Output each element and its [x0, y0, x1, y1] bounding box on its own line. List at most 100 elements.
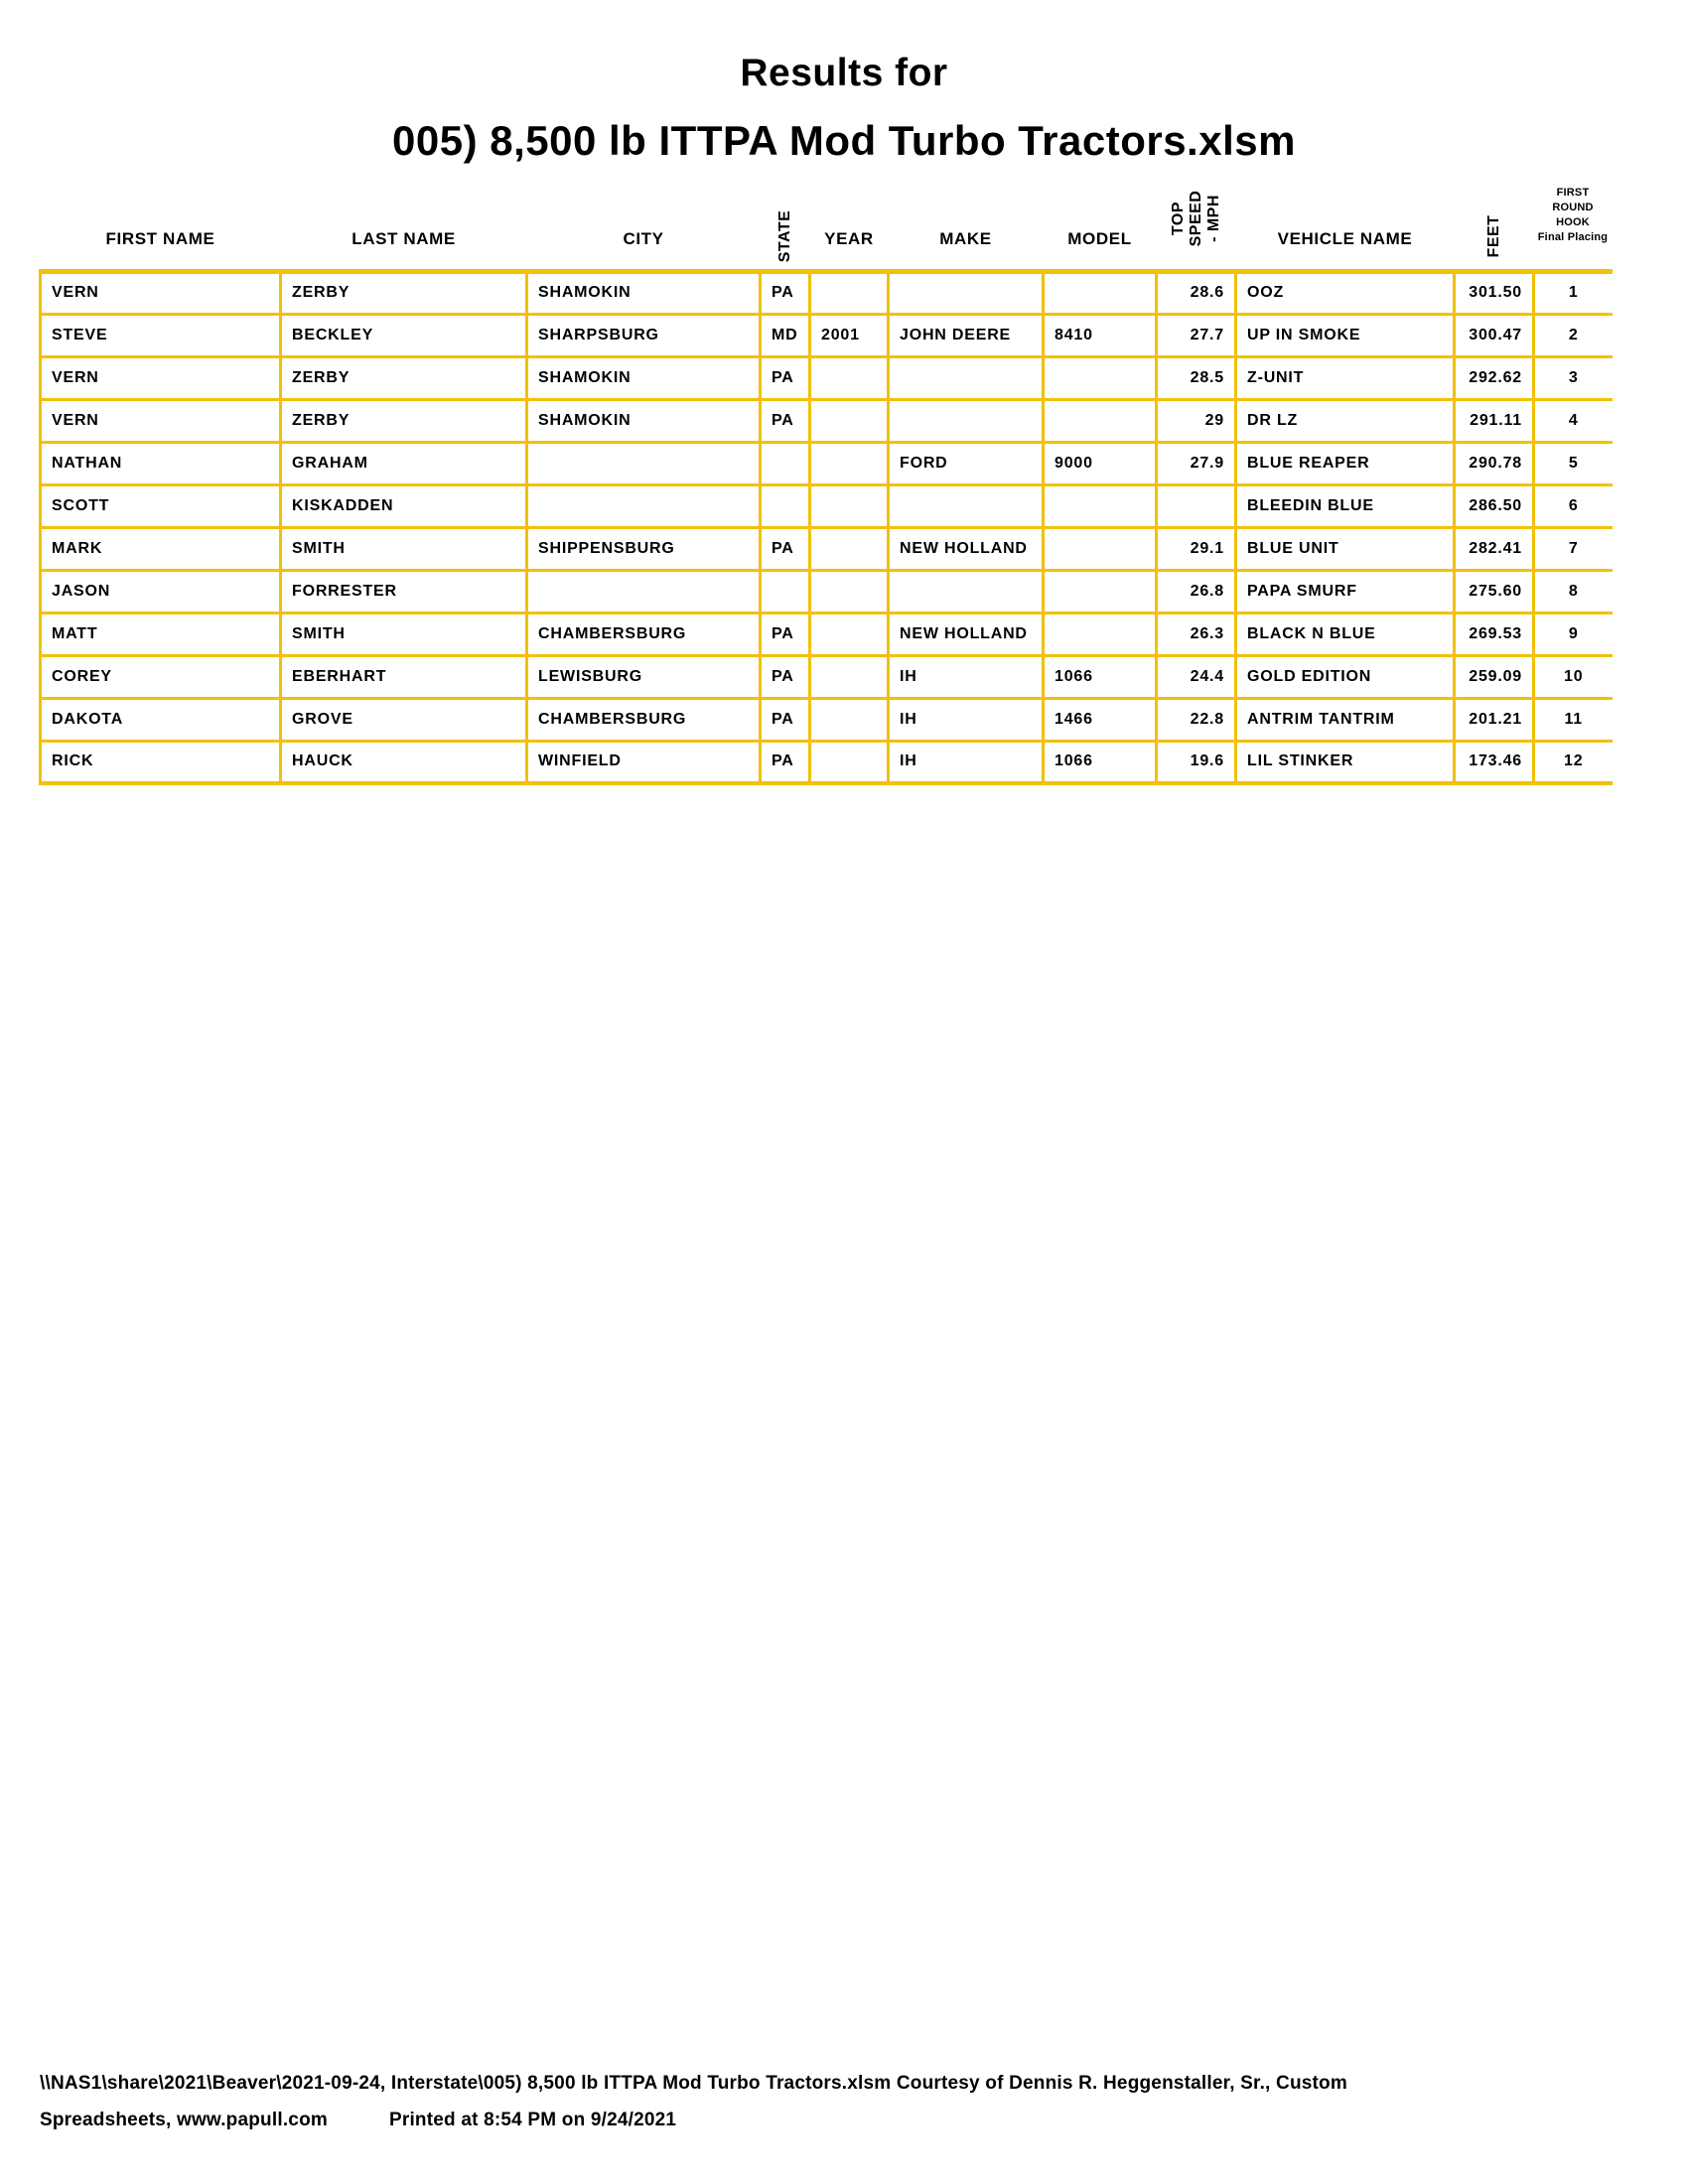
- cell-placing: 4: [1532, 397, 1613, 444]
- cell-year: [808, 611, 890, 657]
- cell-vehicle-name: Z-UNIT: [1234, 354, 1456, 401]
- cell-feet: 301.50: [1453, 269, 1535, 316]
- cell-year: [808, 397, 890, 444]
- cell-make: [887, 397, 1045, 444]
- cell-feet: 275.60: [1453, 568, 1535, 614]
- cell-year: [808, 269, 890, 316]
- cell-first-name: STEVE: [39, 312, 282, 358]
- cell-feet: 269.53: [1453, 611, 1535, 657]
- cell-vehicle-name: PAPA SMURF: [1234, 568, 1456, 614]
- cell-city: CHAMBERSBURG: [525, 611, 762, 657]
- cell-last-name: ZERBY: [279, 354, 528, 401]
- cell-top-speed: 19.6: [1155, 739, 1237, 785]
- cell-city: [525, 440, 762, 486]
- cell-last-name: KISKADDEN: [279, 482, 528, 529]
- cell-state: PA: [759, 397, 811, 444]
- table-row: VERN ZERBY SHAMOKIN PA 29 DR LZ 291.11 4: [39, 397, 1613, 444]
- col-header-model: MODEL: [1043, 134, 1157, 274]
- cell-first-name: VERN: [39, 397, 282, 444]
- cell-model: 9000: [1042, 440, 1158, 486]
- cell-model: [1042, 525, 1158, 572]
- cell-placing: 12: [1532, 739, 1613, 785]
- cell-model: 1466: [1042, 696, 1158, 743]
- cell-placing: 11: [1532, 696, 1613, 743]
- cell-first-name: SCOTT: [39, 482, 282, 529]
- col-header-label: FIRST ROUND HOOK Final Placing: [1537, 186, 1609, 243]
- col-header-last-name: LAST NAME: [280, 134, 527, 274]
- cell-first-name: NATHAN: [39, 440, 282, 486]
- table-row: VERN ZERBY SHAMOKIN PA 28.6 OOZ 301.50 1: [39, 269, 1613, 316]
- cell-first-name: VERN: [39, 354, 282, 401]
- col-header-label: MAKE: [939, 228, 992, 248]
- cell-state: PA: [759, 739, 811, 785]
- page-footer: \\NAS1\share\2021\Beaver\2021-09-24, Int…: [40, 2065, 1628, 2138]
- cell-feet: 173.46: [1453, 739, 1535, 785]
- cell-city: SHAMOKIN: [525, 397, 762, 444]
- cell-state: MD: [759, 312, 811, 358]
- cell-feet: 300.47: [1453, 312, 1535, 358]
- cell-feet: 290.78: [1453, 440, 1535, 486]
- col-header-top-speed: TOP SPEED - MPH: [1156, 134, 1236, 274]
- cell-make: [887, 482, 1045, 529]
- cell-city: SHAMOKIN: [525, 354, 762, 401]
- col-header-first-name: FIRST NAME: [40, 134, 281, 274]
- footer-printed-at: Printed at 8:54 PM on 9/24/2021: [388, 2110, 677, 2130]
- cell-state: [759, 482, 811, 529]
- cell-year: [808, 440, 890, 486]
- cell-placing: 3: [1532, 354, 1613, 401]
- cell-last-name: ZERBY: [279, 397, 528, 444]
- cell-feet: 286.50: [1453, 482, 1535, 529]
- cell-top-speed: 26.8: [1155, 568, 1237, 614]
- cell-first-name: MATT: [39, 611, 282, 657]
- cell-model: [1042, 269, 1158, 316]
- cell-vehicle-name: BLEEDIN BLUE: [1234, 482, 1456, 529]
- col-header-feet: FEET: [1454, 134, 1534, 274]
- cell-make: FORD: [887, 440, 1045, 486]
- cell-last-name: SMITH: [279, 611, 528, 657]
- cell-year: [808, 696, 890, 743]
- cell-year: 2001: [808, 312, 890, 358]
- cell-state: [759, 440, 811, 486]
- table-row: VERN ZERBY SHAMOKIN PA 28.5 Z-UNIT 292.62 3: [39, 354, 1613, 401]
- cell-vehicle-name: OOZ: [1234, 269, 1456, 316]
- cell-top-speed: [1155, 482, 1237, 529]
- footer-line2: Spreadsheets, www.papull.com Printed at 8…: [40, 2102, 1628, 2138]
- cell-placing: 7: [1532, 525, 1613, 572]
- col-header-vehicle-name: VEHICLE NAME: [1235, 134, 1455, 274]
- cell-vehicle-name: ANTRIM TANTRIM: [1234, 696, 1456, 743]
- cell-last-name: SMITH: [279, 525, 528, 572]
- table-row: RICK HAUCK WINFIELD PA IH 1066 19.6 LIL STINKER…: [39, 739, 1613, 785]
- col-header-label: YEAR: [824, 228, 874, 248]
- cell-placing: 6: [1532, 482, 1613, 529]
- cell-model: [1042, 611, 1158, 657]
- cell-state: [759, 568, 811, 614]
- cell-top-speed: 24.4: [1155, 653, 1237, 700]
- cell-first-name: VERN: [39, 269, 282, 316]
- col-header-first-round-hook: FIRST ROUND HOOK Final Placing: [1533, 134, 1613, 274]
- col-header-label-rotated: TOP SPEED - MPH: [1169, 190, 1222, 246]
- cell-top-speed: 27.7: [1155, 312, 1237, 358]
- table-row: COREY EBERHART LEWISBURG PA IH 1066 24.4 GOLD E…: [39, 653, 1613, 700]
- cell-city: CHAMBERSBURG: [525, 696, 762, 743]
- table-row: SCOTT KISKADDEN BLEEDIN BLUE 286.50 6: [39, 482, 1613, 529]
- header-row: FIRST NAME LAST NAME CITY STATE YEAR MAK…: [40, 134, 1613, 274]
- cell-model: 8410: [1042, 312, 1158, 358]
- cell-year: [808, 482, 890, 529]
- cell-placing: 9: [1532, 611, 1613, 657]
- table-row: STEVE BECKLEY SHARPSBURG MD 2001 JOHN DEERE 84…: [39, 312, 1613, 358]
- cell-top-speed: 29: [1155, 397, 1237, 444]
- cell-model: [1042, 482, 1158, 529]
- cell-vehicle-name: BLUE REAPER: [1234, 440, 1456, 486]
- cell-model: [1042, 568, 1158, 614]
- table-row: NATHAN GRAHAM FORD 9000 27.9 BLUE REAPER 290.7…: [39, 440, 1613, 486]
- cell-year: [808, 354, 890, 401]
- cell-last-name: GROVE: [279, 696, 528, 743]
- cell-placing: 10: [1532, 653, 1613, 700]
- cell-feet: 259.09: [1453, 653, 1535, 700]
- col-header-label: VEHICLE NAME: [1277, 228, 1413, 248]
- col-header-label: MODEL: [1067, 228, 1132, 248]
- cell-city: [525, 568, 762, 614]
- cell-feet: 292.62: [1453, 354, 1535, 401]
- table-row: DAKOTA GROVE CHAMBERSBURG PA IH 1466 22.8 ANTRI…: [39, 696, 1613, 743]
- cell-year: [808, 653, 890, 700]
